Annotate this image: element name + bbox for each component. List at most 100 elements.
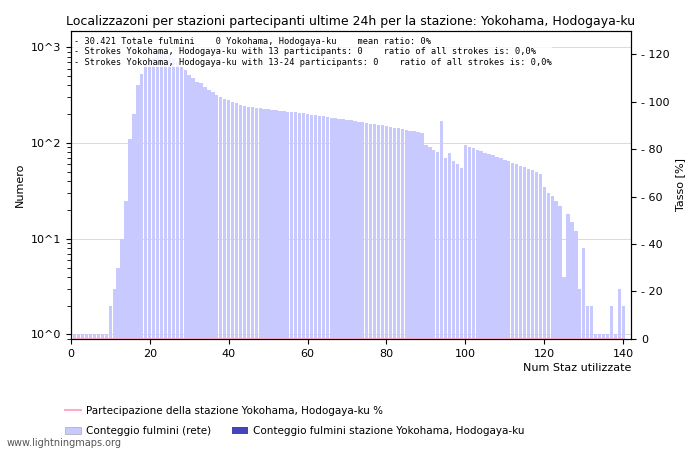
Bar [223,99,226,450]
Bar [246,107,250,450]
Bar [535,172,538,450]
Bar [622,306,625,450]
Bar [542,187,546,450]
Bar [128,139,132,450]
Bar [424,145,428,450]
Bar [523,167,526,450]
Bar [416,132,420,450]
Bar [507,161,510,450]
Bar [180,67,183,450]
Bar [89,334,92,450]
Bar [326,117,329,450]
Text: www.lightningmaps.org: www.lightningmaps.org [7,437,122,447]
Bar [172,59,175,450]
Bar [554,201,558,450]
Bar [286,112,290,450]
Bar [373,124,377,450]
Title: Localizzazoni per stazioni partecipanti ultime 24h per la stazione: Yokohama, Ho: Localizzazoni per stazioni partecipanti … [66,15,636,28]
Bar [160,52,163,450]
Bar [148,61,151,450]
Y-axis label: Numero: Numero [15,162,25,207]
Bar [168,54,171,450]
Bar [164,51,167,450]
Bar [290,112,293,450]
Bar [515,164,518,450]
Bar [227,100,230,450]
Bar [617,289,621,450]
Bar [503,160,507,450]
Bar [81,334,84,450]
Bar [480,151,483,450]
Bar [203,86,206,450]
Bar [108,306,112,450]
Bar [484,153,486,450]
Bar [496,157,498,450]
Bar [594,334,597,450]
Bar [116,268,120,450]
Bar [511,163,514,450]
Bar [487,154,491,450]
Bar [152,58,155,450]
Bar [231,102,234,450]
Bar [302,113,305,450]
Bar [436,153,440,450]
Bar [258,108,262,450]
Bar [77,334,80,450]
Bar [234,104,238,450]
Bar [428,148,431,450]
Bar [598,334,601,450]
Bar [606,334,609,450]
Legend: Conteggio fulmini (rete), Conteggio fulmini stazione Yokohama, Hodogaya-ku: Conteggio fulmini (rete), Conteggio fulm… [61,422,528,440]
Bar [176,62,179,450]
Bar [199,83,203,450]
Bar [219,97,223,450]
Bar [468,147,471,450]
Bar [282,111,286,450]
Bar [562,277,566,450]
Bar [566,214,570,450]
Bar [586,306,589,450]
Bar [314,115,317,450]
Bar [463,145,467,450]
Bar [369,124,372,450]
Bar [472,148,475,450]
Bar [215,95,218,450]
Bar [357,122,360,450]
Bar [132,114,136,450]
Bar [251,107,254,450]
Bar [578,289,582,450]
Bar [274,110,278,450]
Bar [270,109,274,450]
Bar [365,123,368,450]
Text: - 30.421 Totale fulmini    0 Yokohama, Hodogaya-ku    mean ratio: 0%
- Strokes Y: - 30.421 Totale fulmini 0 Yokohama, Hodo… [74,37,552,67]
Bar [531,170,534,450]
Bar [140,74,143,450]
Bar [491,155,495,450]
Bar [460,168,463,450]
Bar [397,128,400,450]
Bar [93,334,96,450]
Bar [448,153,452,450]
Bar [559,206,561,450]
Bar [342,119,344,450]
Bar [120,239,124,450]
Bar [101,334,104,450]
Bar [136,86,139,450]
Bar [354,121,356,450]
Bar [333,118,337,450]
Bar [306,114,309,450]
Bar [539,174,542,450]
Bar [499,158,503,450]
Bar [310,115,313,450]
Bar [519,166,522,450]
Bar [267,109,270,450]
Bar [125,201,127,450]
Bar [582,248,585,450]
Bar [547,193,550,450]
Bar [156,54,160,450]
Bar [349,120,353,450]
Bar [610,306,613,450]
Bar [420,133,424,450]
Bar [408,130,412,450]
Bar [207,90,211,450]
